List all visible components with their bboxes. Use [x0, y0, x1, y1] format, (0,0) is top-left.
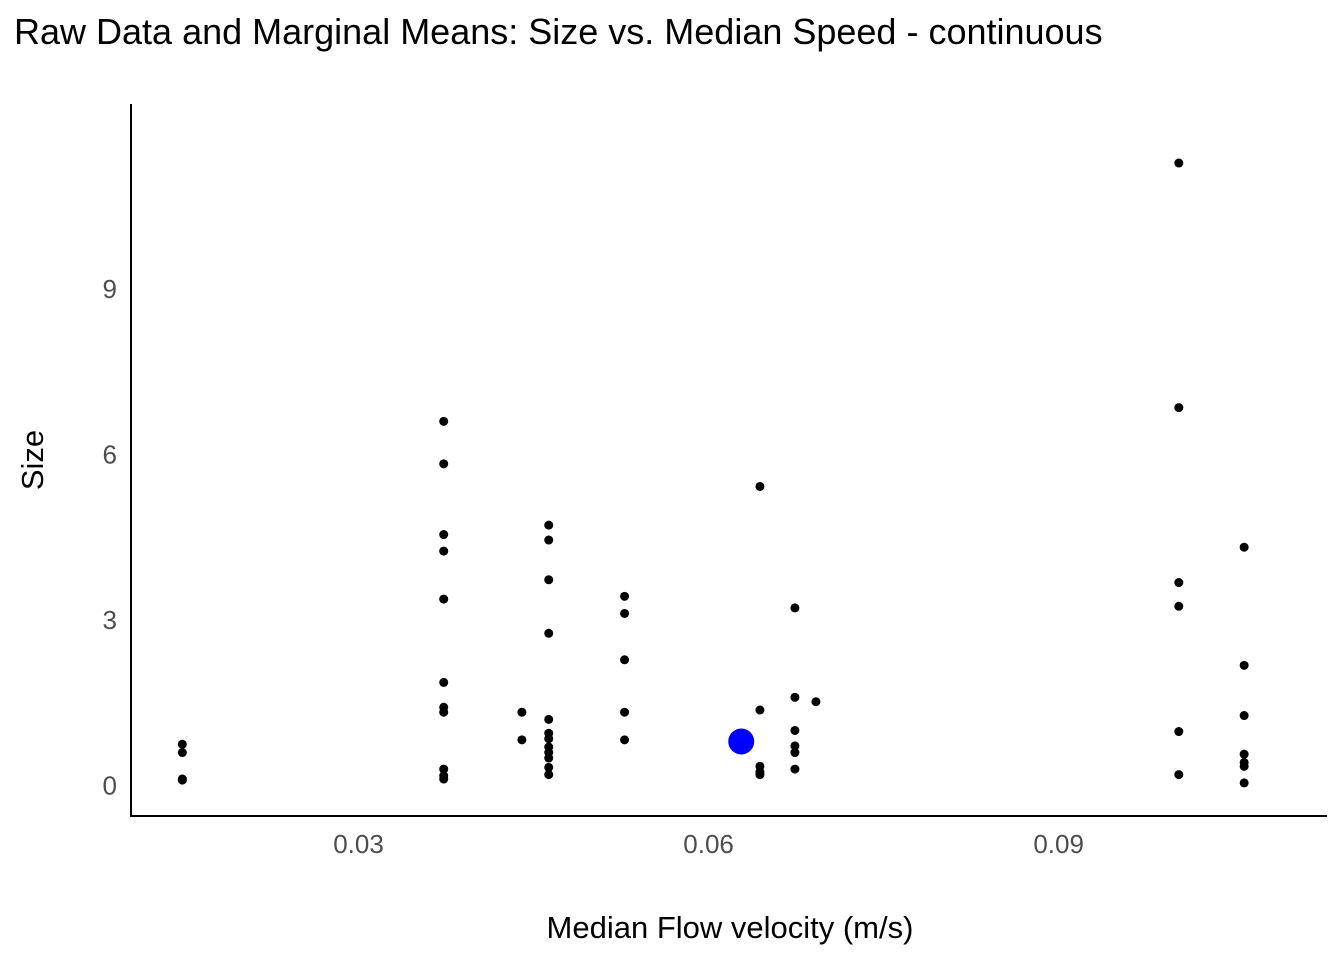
raw-data-point	[790, 725, 800, 735]
raw-data-point	[544, 734, 554, 744]
x-axis-ticks: 0.03 0.06 0.09	[333, 829, 1084, 859]
raw-data-point	[1174, 158, 1184, 168]
raw-data-point	[811, 697, 821, 707]
chart-title: Raw Data and Marginal Means: Size vs. Me…	[14, 11, 1103, 52]
raw-data-point	[620, 608, 630, 618]
y-tick-label: 6	[103, 439, 117, 469]
raw-data-point	[544, 520, 554, 530]
y-tick-label: 0	[103, 771, 117, 801]
raw-data-point	[1174, 770, 1184, 780]
raw-data-point	[439, 764, 449, 774]
raw-data-point	[544, 770, 554, 780]
x-axis-title: Median Flow velocity (m/s)	[547, 910, 914, 945]
raw-data-point	[620, 655, 630, 665]
raw-data-point	[544, 714, 554, 724]
raw-data-point	[439, 546, 449, 556]
raw-data-point	[755, 481, 765, 491]
marginal-mean-point	[728, 728, 755, 755]
raw-data-point	[439, 707, 449, 717]
raw-data-point	[1174, 578, 1184, 588]
raw-data-point	[790, 748, 800, 758]
raw-data-point	[755, 705, 765, 715]
x-tick-label: 0.06	[683, 829, 734, 859]
raw-data-point	[1239, 660, 1249, 670]
raw-data-point	[439, 530, 449, 540]
raw-data-point	[1174, 403, 1184, 413]
y-tick-label: 3	[103, 605, 117, 635]
raw-data-point	[1174, 601, 1184, 611]
raw-data-point	[177, 739, 187, 749]
raw-data-point	[620, 735, 630, 745]
raw-data-point	[790, 764, 800, 774]
raw-data-point	[1239, 711, 1249, 721]
raw-data-point	[439, 774, 449, 784]
x-tick-label: 0.09	[1033, 829, 1084, 859]
raw-data-point	[177, 775, 187, 785]
raw-data-point	[544, 628, 554, 638]
raw-data-point	[544, 535, 554, 545]
raw-data-point	[544, 575, 554, 585]
data-points	[177, 158, 1249, 788]
raw-data-point	[620, 707, 630, 717]
y-tick-label: 9	[103, 274, 117, 304]
raw-data-point	[544, 762, 554, 772]
raw-data-point	[1239, 749, 1249, 759]
raw-data-point	[790, 603, 800, 613]
raw-data-point	[177, 748, 187, 758]
raw-data-point	[1239, 778, 1249, 788]
x-tick-label: 0.03	[333, 829, 384, 859]
raw-data-point	[439, 594, 449, 604]
raw-data-point	[1239, 761, 1249, 771]
raw-data-point	[755, 770, 765, 780]
raw-data-point	[620, 591, 630, 601]
raw-data-point	[544, 753, 554, 763]
raw-data-point	[1174, 727, 1184, 737]
y-axis-title: Size	[15, 430, 50, 490]
raw-data-point	[790, 741, 800, 751]
raw-data-point	[1239, 542, 1249, 552]
raw-data-point	[790, 692, 800, 702]
raw-data-point	[439, 459, 449, 469]
y-axis-ticks: 0 3 6 9	[103, 274, 117, 801]
raw-data-point	[439, 677, 449, 687]
raw-data-point	[439, 416, 449, 426]
raw-data-point	[517, 735, 527, 745]
raw-data-point	[517, 707, 527, 717]
